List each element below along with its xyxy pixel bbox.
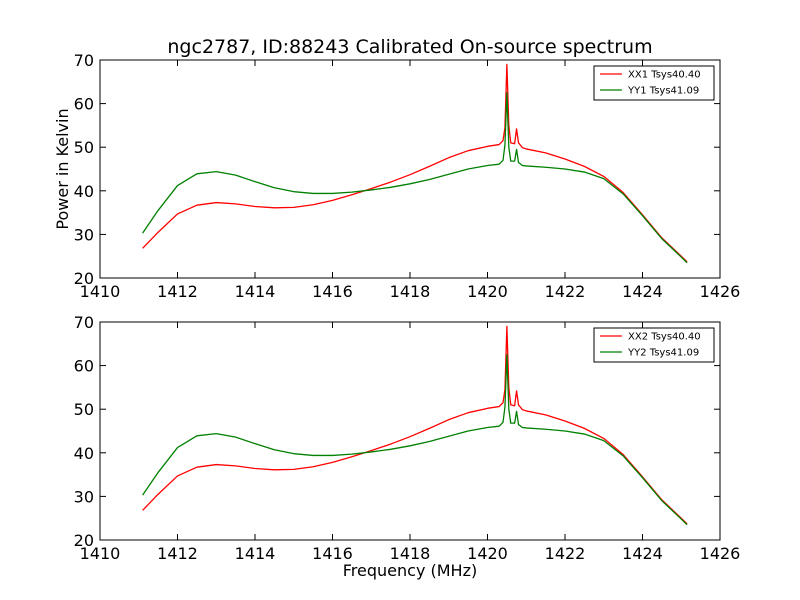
y-tick-label: 50 <box>74 400 94 419</box>
subplot-bottom: 1410 1412 1414 1416 1418 1420 1422 1424 1426 20 30… <box>74 313 741 580</box>
y-tick-label: 70 <box>74 313 94 332</box>
y-tick-label: 60 <box>74 357 94 376</box>
y-tick-label: 60 <box>74 95 94 114</box>
series-line-yy1 <box>142 92 688 264</box>
legend-label-yy1: YY1 Tsys41.09 <box>627 86 699 97</box>
x-tick-label: 1420 <box>467 282 508 301</box>
legend-box <box>593 327 715 363</box>
x-tick-label: 1418 <box>390 282 431 301</box>
legend-box <box>593 65 715 101</box>
x-tick-label: 1410 <box>80 282 121 301</box>
x-tick-label: 1424 <box>622 282 663 301</box>
x-tick-label: 1412 <box>157 282 198 301</box>
legend-label-xx2: XX2 Tsys40.40 <box>628 332 701 343</box>
legend-top: XX1 Tsys40.40 YY1 Tsys41.09 <box>593 65 715 101</box>
x-tick-label: 1426 <box>700 544 741 563</box>
x-tick-label: 1416 <box>312 282 353 301</box>
y-tick-label: 20 <box>74 269 94 288</box>
y-tick-label: 50 <box>74 138 94 157</box>
x-tick-label: 1420 <box>467 544 508 563</box>
x-tick-label: 1416 <box>312 544 353 563</box>
axis-ticks-bottom: 1410 1412 1414 1416 1418 1420 1422 1424 1426 20 30… <box>74 313 741 563</box>
legend-label-yy2: YY2 Tsys41.09 <box>627 348 699 359</box>
y-tick-label: 70 <box>74 51 94 70</box>
y-tick-label: 30 <box>74 225 94 244</box>
series-line-xx2 <box>142 325 688 525</box>
series-line-xx1 <box>142 63 688 263</box>
x-tick-label: 1424 <box>622 544 663 563</box>
x-tick-label: 1414 <box>235 544 276 563</box>
y-axis-label: Power in Kelvin <box>53 108 72 229</box>
x-tick-label: 1418 <box>390 544 431 563</box>
x-tick-label: 1412 <box>157 544 198 563</box>
axis-ticks-top: 1410 1412 1414 1416 1418 1420 1422 1424 1426 20 30… <box>74 51 741 301</box>
x-tick-label: 1422 <box>545 544 586 563</box>
x-axis-label: Frequency (MHz) <box>343 561 477 580</box>
legend-label-xx1: XX1 Tsys40.40 <box>628 70 701 81</box>
x-tick-label: 1410 <box>80 544 121 563</box>
x-tick-label: 1426 <box>700 282 741 301</box>
series-line-yy2 <box>142 354 688 526</box>
series-lines-top <box>142 63 688 264</box>
x-tick-label: 1422 <box>545 282 586 301</box>
chart-title: ngc2787, ID:88243 Calibrated On-source s… <box>167 36 652 58</box>
legend-bottom: XX2 Tsys40.40 YY2 Tsys41.09 <box>593 327 715 363</box>
series-lines-bottom <box>142 325 688 526</box>
subplot-top: ngc2787, ID:88243 Calibrated On-source s… <box>53 36 740 301</box>
y-tick-label: 40 <box>74 444 94 463</box>
y-tick-label: 40 <box>74 182 94 201</box>
y-tick-label: 20 <box>74 531 94 550</box>
y-tick-label: 30 <box>74 487 94 506</box>
x-tick-label: 1414 <box>235 282 276 301</box>
